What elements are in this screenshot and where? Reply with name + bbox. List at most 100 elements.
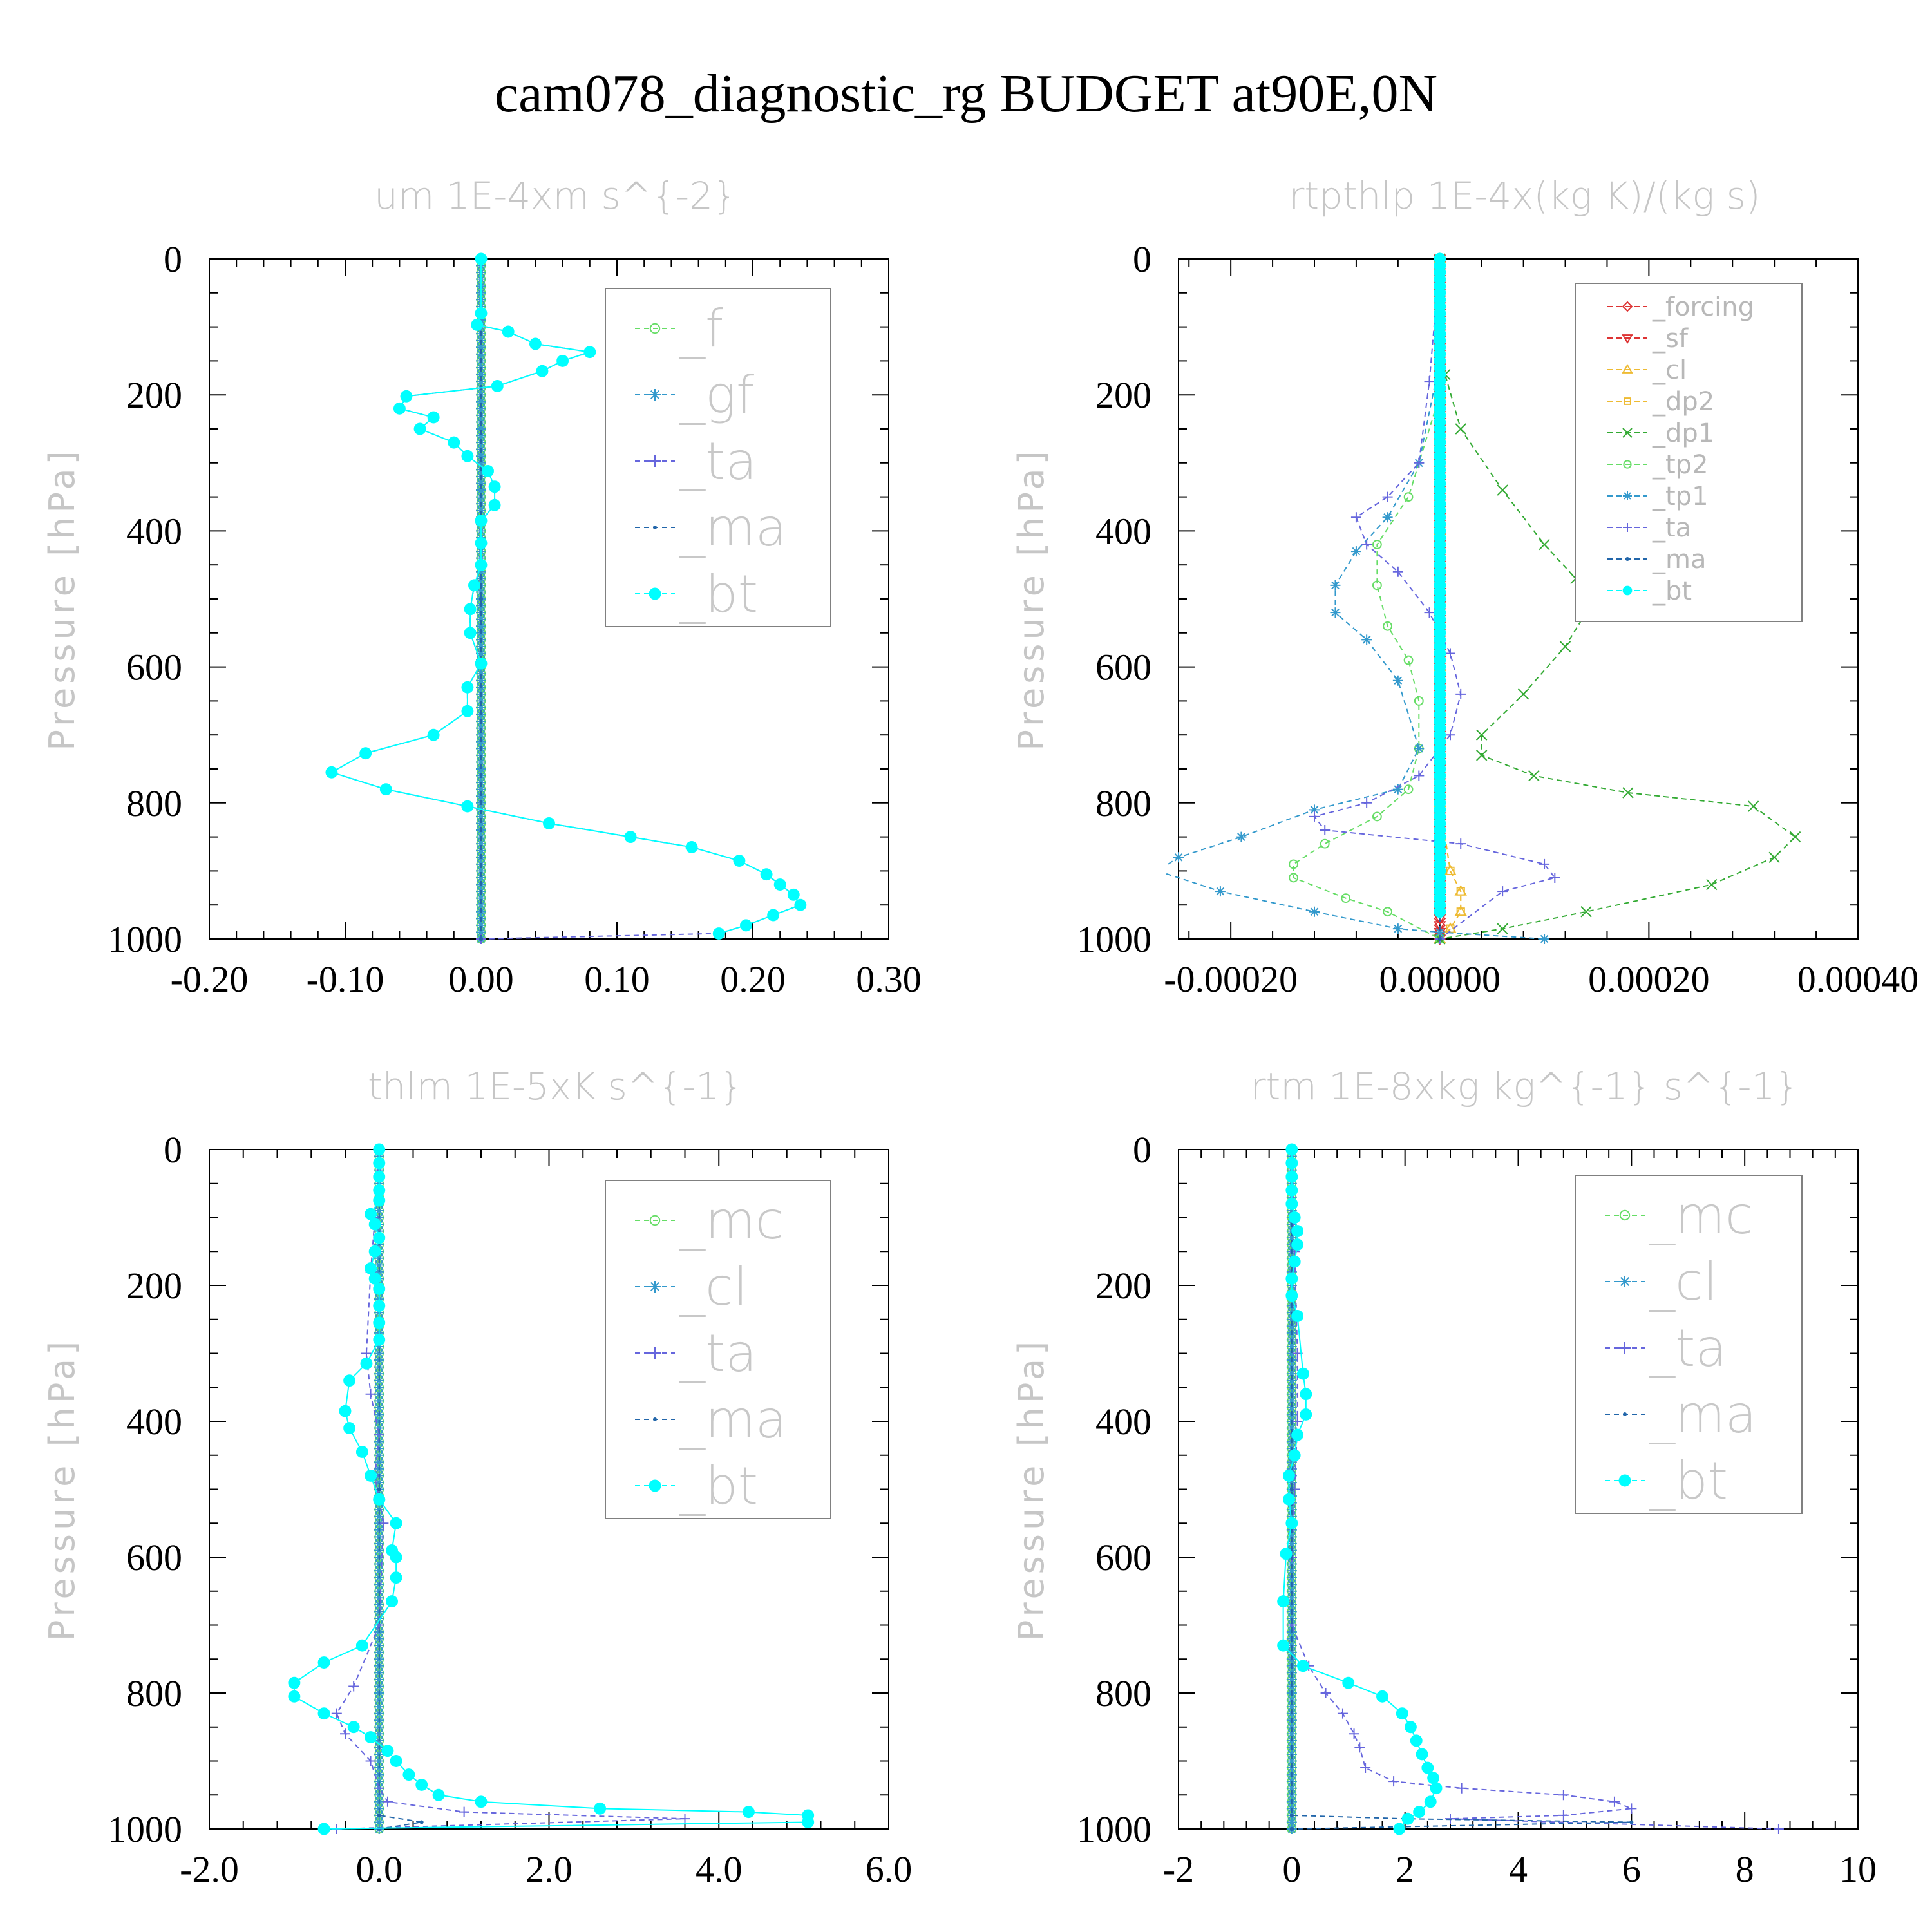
data-point [1497, 886, 1508, 897]
data-point [461, 800, 474, 813]
data-point [773, 878, 786, 891]
data-point [649, 323, 661, 334]
data-point [368, 1273, 381, 1285]
data-point [374, 1531, 384, 1542]
y-tick-label: 800 [1095, 1672, 1151, 1714]
legend: _forcing_sf_cl_dp2_dp1_tp2_tp1_ta_ma_bt [1575, 283, 1803, 622]
data-point [1403, 784, 1414, 795]
data-point [1350, 546, 1361, 557]
y-tick-label: 1000 [108, 1808, 182, 1850]
data-point [685, 840, 698, 853]
series-ta [1286, 1144, 1784, 1834]
data-point [1623, 1412, 1627, 1416]
data-point [1285, 1197, 1298, 1210]
data-point [377, 1487, 381, 1492]
legend-label-bt: _bt [679, 1456, 758, 1516]
data-point [1286, 1783, 1297, 1794]
data-point [476, 342, 486, 353]
x-tick-label: 0.10 [584, 958, 650, 1000]
data-point [373, 1316, 386, 1329]
panel-title: thlm 1E-5xK s^{-1} [368, 1065, 743, 1108]
data-point [377, 1813, 381, 1817]
data-point [374, 1728, 384, 1739]
y-tick-label: 400 [1095, 1401, 1151, 1443]
data-point [373, 1157, 386, 1170]
data-point [1392, 784, 1403, 795]
data-point [476, 505, 486, 516]
data-point [476, 424, 486, 434]
data-point [288, 1676, 301, 1689]
data-point [1286, 1674, 1297, 1685]
data-point [476, 702, 486, 713]
legend: _f_gf_ta _ma_bt [605, 288, 831, 627]
data-point [374, 1817, 384, 1828]
data-point [461, 450, 474, 462]
series-bt [325, 252, 807, 940]
data-point [1361, 797, 1372, 808]
data-point [476, 566, 486, 577]
data-point [794, 898, 807, 911]
x-tick-label: 2 [1396, 1848, 1414, 1890]
data-point [1403, 492, 1414, 502]
data-point [649, 587, 661, 600]
data-point [374, 1701, 384, 1712]
chart-panel-4: rtm 1E-8xkg kg^{-1} s^{-1} Pressure [hPa]… [1011, 1065, 1877, 1890]
data-point [368, 1245, 381, 1258]
data-point [360, 1357, 373, 1370]
legend-label-ta: _ta [1652, 513, 1691, 543]
data-point [1286, 1321, 1297, 1332]
legend-box [605, 1180, 831, 1519]
data-point [464, 627, 477, 639]
data-point [386, 1595, 398, 1608]
data-point [1497, 923, 1508, 934]
data-point [373, 1493, 386, 1506]
data-point [373, 1143, 386, 1156]
data-point [1342, 1676, 1355, 1689]
data-point [1427, 1772, 1440, 1785]
data-point [355, 1446, 368, 1458]
data-point [374, 1790, 384, 1801]
legend-label-mc: _mc [1649, 1186, 1754, 1245]
x-tick-label: 10 [1839, 1848, 1877, 1890]
data-point [476, 791, 486, 802]
data-point [1320, 838, 1330, 849]
data-point [1292, 1416, 1303, 1426]
data-point [1549, 872, 1560, 883]
data-point [594, 1802, 607, 1815]
data-point [760, 868, 773, 881]
data-point [374, 1511, 384, 1522]
data-point [476, 784, 486, 795]
data-point [476, 587, 486, 598]
legend-label-dp1: _dp1 [1652, 419, 1714, 448]
data-point [649, 1347, 661, 1359]
data-point [1618, 1474, 1631, 1487]
data-point [468, 579, 480, 592]
legend-label-gf: _gf [679, 365, 754, 425]
data-point [373, 1282, 386, 1295]
data-point [1392, 923, 1403, 934]
data-point [1622, 364, 1633, 374]
data-point [381, 1745, 394, 1757]
data-point [374, 1450, 384, 1461]
data-point [471, 318, 484, 331]
data-point [1414, 457, 1425, 468]
data-point [1622, 585, 1633, 596]
data-point [365, 1756, 376, 1766]
data-point [476, 403, 486, 414]
y-tick-label: 0 [164, 238, 182, 280]
legend-label-mc: _mc [679, 1191, 784, 1251]
data-point [1622, 334, 1633, 344]
panel-title: rtpthlp 1E-4x(kg K)/(kg s) [1289, 174, 1761, 218]
data-point [1623, 460, 1632, 469]
y-tick-label: 1000 [1077, 1808, 1151, 1850]
data-point [1403, 655, 1414, 665]
data-point [476, 757, 486, 768]
data-point [374, 1756, 384, 1766]
data-point [475, 536, 488, 549]
data-point [556, 354, 569, 367]
data-point [733, 855, 746, 867]
data-point [1430, 1782, 1443, 1795]
data-point [802, 1816, 815, 1828]
data-point [1286, 1817, 1297, 1828]
data-point [427, 728, 440, 741]
